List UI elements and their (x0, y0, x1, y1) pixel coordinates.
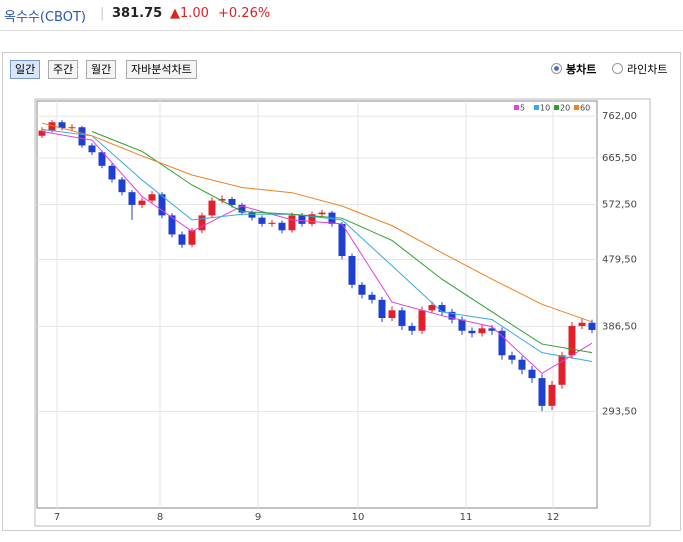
candle-body (258, 217, 266, 224)
candle-body (88, 145, 96, 153)
candle-body (308, 214, 316, 224)
candle-body (488, 328, 496, 331)
legend-label: 60 (580, 104, 590, 113)
candle-body (528, 369, 536, 379)
tab[interactable]: 주간 (48, 60, 79, 79)
change-pct: +0.26% (218, 6, 271, 21)
radio-label: 라인차트 (627, 63, 668, 76)
y-tick-label: 762,00 (602, 111, 637, 122)
candle-body (428, 305, 436, 311)
x-tick-label: 7 (54, 512, 60, 523)
ma-line (41, 128, 593, 363)
candle-body (348, 256, 356, 285)
candle-body (418, 310, 426, 331)
candle-body (238, 204, 246, 213)
candle-body (268, 222, 276, 224)
candle-body (318, 212, 326, 215)
candle-body (328, 212, 336, 224)
tab[interactable]: 자바분석차트 (126, 60, 197, 79)
ma-line (41, 122, 593, 323)
plot-area (36, 100, 598, 509)
tab[interactable]: 일간 (10, 60, 41, 79)
legend-swatch (534, 105, 539, 110)
y-tick-label: 293,50 (602, 407, 637, 418)
candle-body (468, 330, 476, 334)
candle-body (158, 194, 166, 216)
candle-body (138, 200, 146, 205)
candle-body (198, 215, 206, 231)
candle-body (208, 200, 216, 216)
y-tick-label: 386,50 (602, 321, 637, 332)
candle-body (518, 359, 526, 370)
candle-body (498, 330, 506, 356)
panel (2, 52, 681, 531)
candle-body (338, 223, 346, 257)
change: ▲1.00 (170, 6, 209, 21)
candle-body (278, 222, 286, 231)
y-tick-label: 665,50 (602, 153, 637, 164)
candle-body (118, 179, 126, 193)
legend-swatch (554, 105, 559, 110)
radio-label: 봉차트 (566, 63, 597, 76)
candle-body (398, 310, 406, 326)
candle-body (478, 328, 486, 334)
candle-body (448, 311, 456, 320)
header: 옥수수(CBOT) | 381.75 ▲1.00 +0.26% (0, 0, 683, 31)
candle-body (578, 322, 586, 326)
candle-body (378, 299, 386, 319)
legend-label: 5 (520, 104, 525, 113)
radio[interactable]: 라인차트 (612, 61, 667, 77)
legend-swatch (574, 105, 579, 110)
x-tick-label: 12 (547, 512, 560, 523)
candle-body (368, 294, 376, 300)
ma-line (41, 130, 593, 375)
candle-body (298, 215, 306, 224)
candle-body (538, 378, 546, 406)
legend-swatch (514, 105, 519, 110)
price: 381.75 (112, 6, 163, 21)
candle-body (508, 355, 516, 360)
ma-line (91, 131, 593, 354)
candle-body (48, 122, 56, 131)
candle-body (438, 305, 446, 312)
y-tick-label: 572,50 (602, 200, 637, 211)
candle-body (168, 215, 176, 235)
candle-body (128, 192, 136, 205)
candle-body (98, 152, 106, 166)
candle-body (248, 212, 256, 218)
candle-body (178, 234, 186, 245)
y-tick-label: 479,50 (602, 255, 637, 266)
candle-body (148, 194, 156, 201)
candle-body (78, 127, 86, 146)
candle-body (588, 322, 596, 330)
candle-body (458, 319, 466, 331)
tab[interactable]: 월간 (86, 60, 117, 79)
candle-body (188, 230, 196, 245)
name: 옥수수(CBOT) (4, 10, 86, 25)
candle-body (38, 130, 46, 136)
candle-body (408, 325, 416, 331)
candle-body (218, 199, 226, 201)
radio[interactable]: 봉차트 (551, 61, 596, 77)
x-tick-label: 11 (460, 512, 473, 523)
candle-body (58, 122, 66, 129)
x-tick-label: 9 (255, 512, 261, 523)
candle-body (108, 165, 116, 180)
candle-body (558, 355, 566, 385)
x-tick-label: 10 (352, 512, 365, 523)
legend-label: 10 (540, 104, 550, 113)
candle-body (358, 284, 366, 295)
candle-body (568, 325, 576, 356)
candle-body (388, 310, 396, 319)
candle-body (548, 384, 556, 406)
sep: | (100, 6, 105, 21)
candle-body (288, 215, 296, 231)
candle-body (68, 127, 76, 129)
legend-label: 20 (560, 104, 570, 113)
x-tick-label: 8 (157, 512, 163, 523)
candle-body (228, 199, 236, 205)
